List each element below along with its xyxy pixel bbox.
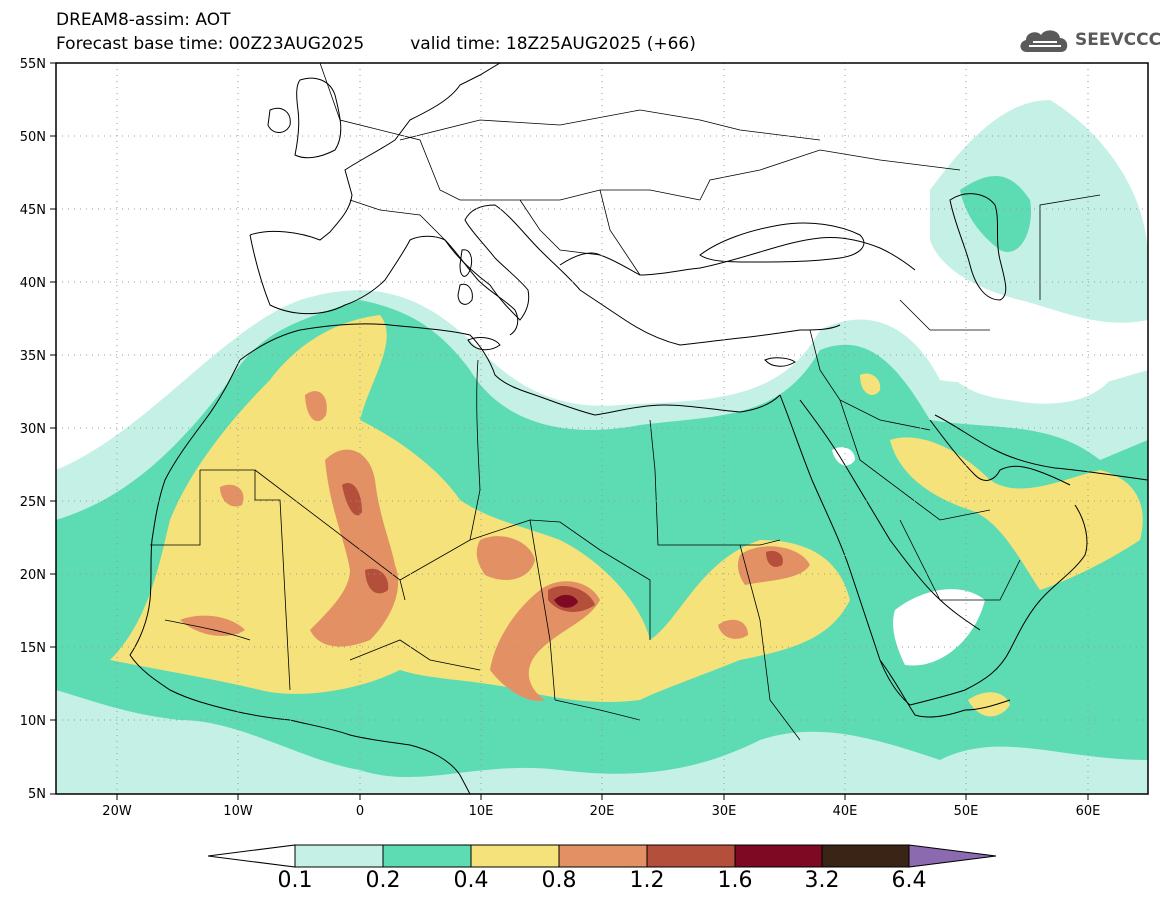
lat-labels: 55N 50N 45N 40N 35N 30N 25N 20N 15N 10N … [20,57,46,802]
valid-time: valid time: 18Z25AUG2025 (+66) [410,34,696,54]
aot-band-0.4-blob2 [968,692,1010,717]
colorbar-bin [470,844,560,868]
lat-label: 10N [20,714,46,729]
colorbar [207,844,997,868]
lat-label: 55N [20,57,46,72]
colorbar-bin [646,844,736,868]
lon-label: 0 [356,804,364,819]
aot-band-1.2-d [766,550,783,567]
lat-label: 40N [20,276,46,291]
aot-band-0.4 [110,315,850,702]
aot-band-0.8 [310,449,399,647]
aot-gap-arabia [893,589,985,666]
aot-band-0.4-blob [860,373,881,395]
colorbar-tick-label: 0.2 [365,868,401,893]
aot-field [56,100,1148,794]
time-info: Forecast base time: 00Z23AUG2025 valid ti… [56,34,696,54]
colorbar-bin [294,844,384,868]
country-borders [150,63,1101,741]
aot-band-0.2-caspian [960,176,1031,252]
colorbar-bin [821,844,910,868]
lon-label: 60E [1076,804,1101,819]
lon-label: 50E [954,804,979,819]
colorbar-tick-label: 0.4 [453,868,489,893]
colorbar-bin [382,844,472,868]
colorbar-tick-label: 1.2 [629,868,665,893]
colorbar-tick-label: 3.2 [804,868,840,893]
lat-label: 50N [20,130,46,145]
lon-label: 30E [712,804,737,819]
lat-label: 45N [20,203,46,218]
cloud-icon [1020,30,1068,52]
chart-title: DREAM8-assim: AOT [56,10,231,30]
aot-band-1.6 [554,594,578,608]
lon-label: 40E [833,804,858,819]
lat-label: 35N [20,349,46,364]
base-time: Forecast base time: 00Z23AUG2025 [56,34,365,54]
colorbar-tick-label: 0.1 [277,868,313,893]
lat-label: 15N [20,641,46,656]
aot-gap-levant [832,447,855,466]
seevccc-logo: SEEVCCC [1017,24,1161,58]
lat-label: 30N [20,422,46,437]
aot-band-0.4-arabia [890,437,1143,590]
coastlines [129,63,1148,794]
gridlines [56,63,1148,794]
aot-band-0.8-e [180,615,245,636]
lon-labels: 20W 10W 0 10E 20E 30E 40E 50E 60E [102,804,1100,819]
lat-label: 5N [28,787,46,802]
colorbar-above [908,844,997,868]
lon-label: 10W [223,804,253,819]
lon-label: 20E [590,804,615,819]
colorbar-tick-label: 0.8 [541,868,577,893]
lon-label: 20W [102,804,132,819]
aot-band-1.2-b [365,568,389,594]
colorbar-tick-label: 1.6 [717,868,753,893]
colorbar-bin [558,844,648,868]
aot-band-0.8-h [718,619,748,639]
axis-ticks [50,62,1089,800]
aot-band-0.8-g [305,391,327,422]
aot-band-1.2 [342,483,362,516]
aot-band-0.8-b [476,536,535,580]
lon-label: 10E [469,804,494,819]
colorbar-bin [734,844,823,868]
aot-band-0.1-caspian [930,100,1148,323]
logo-text: SEEVCCC [1075,30,1162,50]
lat-label: 20N [20,568,46,583]
lat-label: 25N [20,495,46,510]
colorbar-below [207,844,296,868]
colorbar-tick-label: 6.4 [891,868,927,893]
aot-gap-persia [930,315,1120,404]
